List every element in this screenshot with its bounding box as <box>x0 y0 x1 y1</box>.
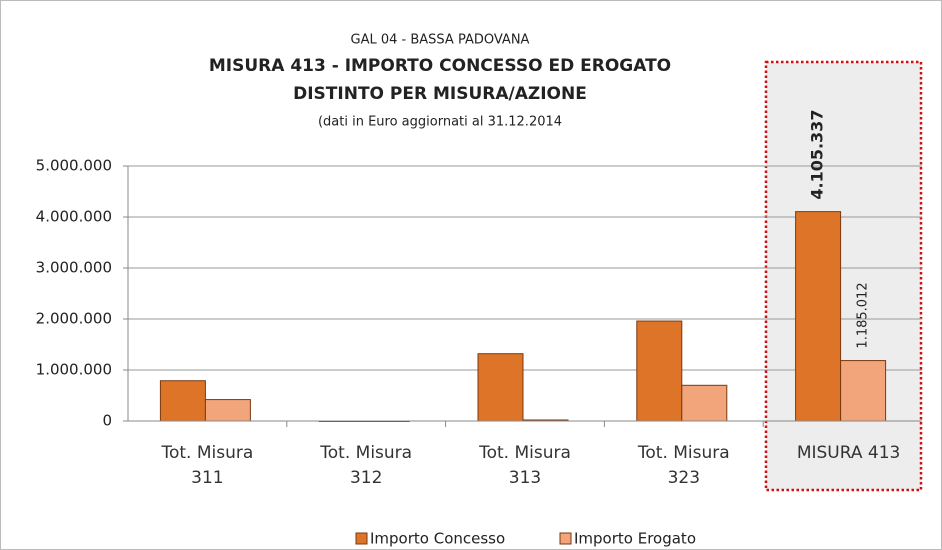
chart-subtitle: (dati in Euro aggiornati al 31.12.2014 <box>318 115 562 130</box>
bar <box>204 399 251 422</box>
bar <box>477 353 524 422</box>
x-tick-label: MISURA 413 <box>796 443 901 463</box>
legend-swatch <box>559 532 572 545</box>
y-tick-label: 4.000.000 <box>36 208 112 226</box>
y-tick-label: 0 <box>102 412 112 430</box>
x-tick-label: Tot. Misura 323 <box>637 443 730 488</box>
x-tick-label: Tot. Misura 313 <box>479 443 571 488</box>
y-tick-label: 2.000.000 <box>36 310 112 328</box>
y-tick-label: 1.000.000 <box>36 361 112 379</box>
chart-title: DISTINTO PER MISURA/AZIONE <box>293 84 587 104</box>
y-tick-label: 3.000.000 <box>36 259 112 277</box>
bar <box>840 360 887 422</box>
legend-label: Importo Concesso <box>370 530 505 548</box>
bar <box>681 384 728 422</box>
bar <box>795 211 842 422</box>
y-tick-label: 5.000.000 <box>36 157 112 175</box>
highlight-box <box>764 60 923 492</box>
bar <box>636 320 683 422</box>
x-tick-label: Tot. Misura 312 <box>320 443 413 488</box>
data-label: 4.105.337 <box>808 110 827 200</box>
legend-swatch <box>355 532 368 545</box>
bar <box>159 380 206 422</box>
chart-title: GAL 04 - BASSA PADOVANA <box>351 33 530 48</box>
chart-title: MISURA 413 - IMPORTO CONCESSO ED EROGATO <box>209 56 671 76</box>
data-label: 1.185.012 <box>856 282 871 348</box>
legend-label: Importo Erogato <box>574 530 696 548</box>
x-tick-label: Tot. Misura 311 <box>161 443 254 488</box>
